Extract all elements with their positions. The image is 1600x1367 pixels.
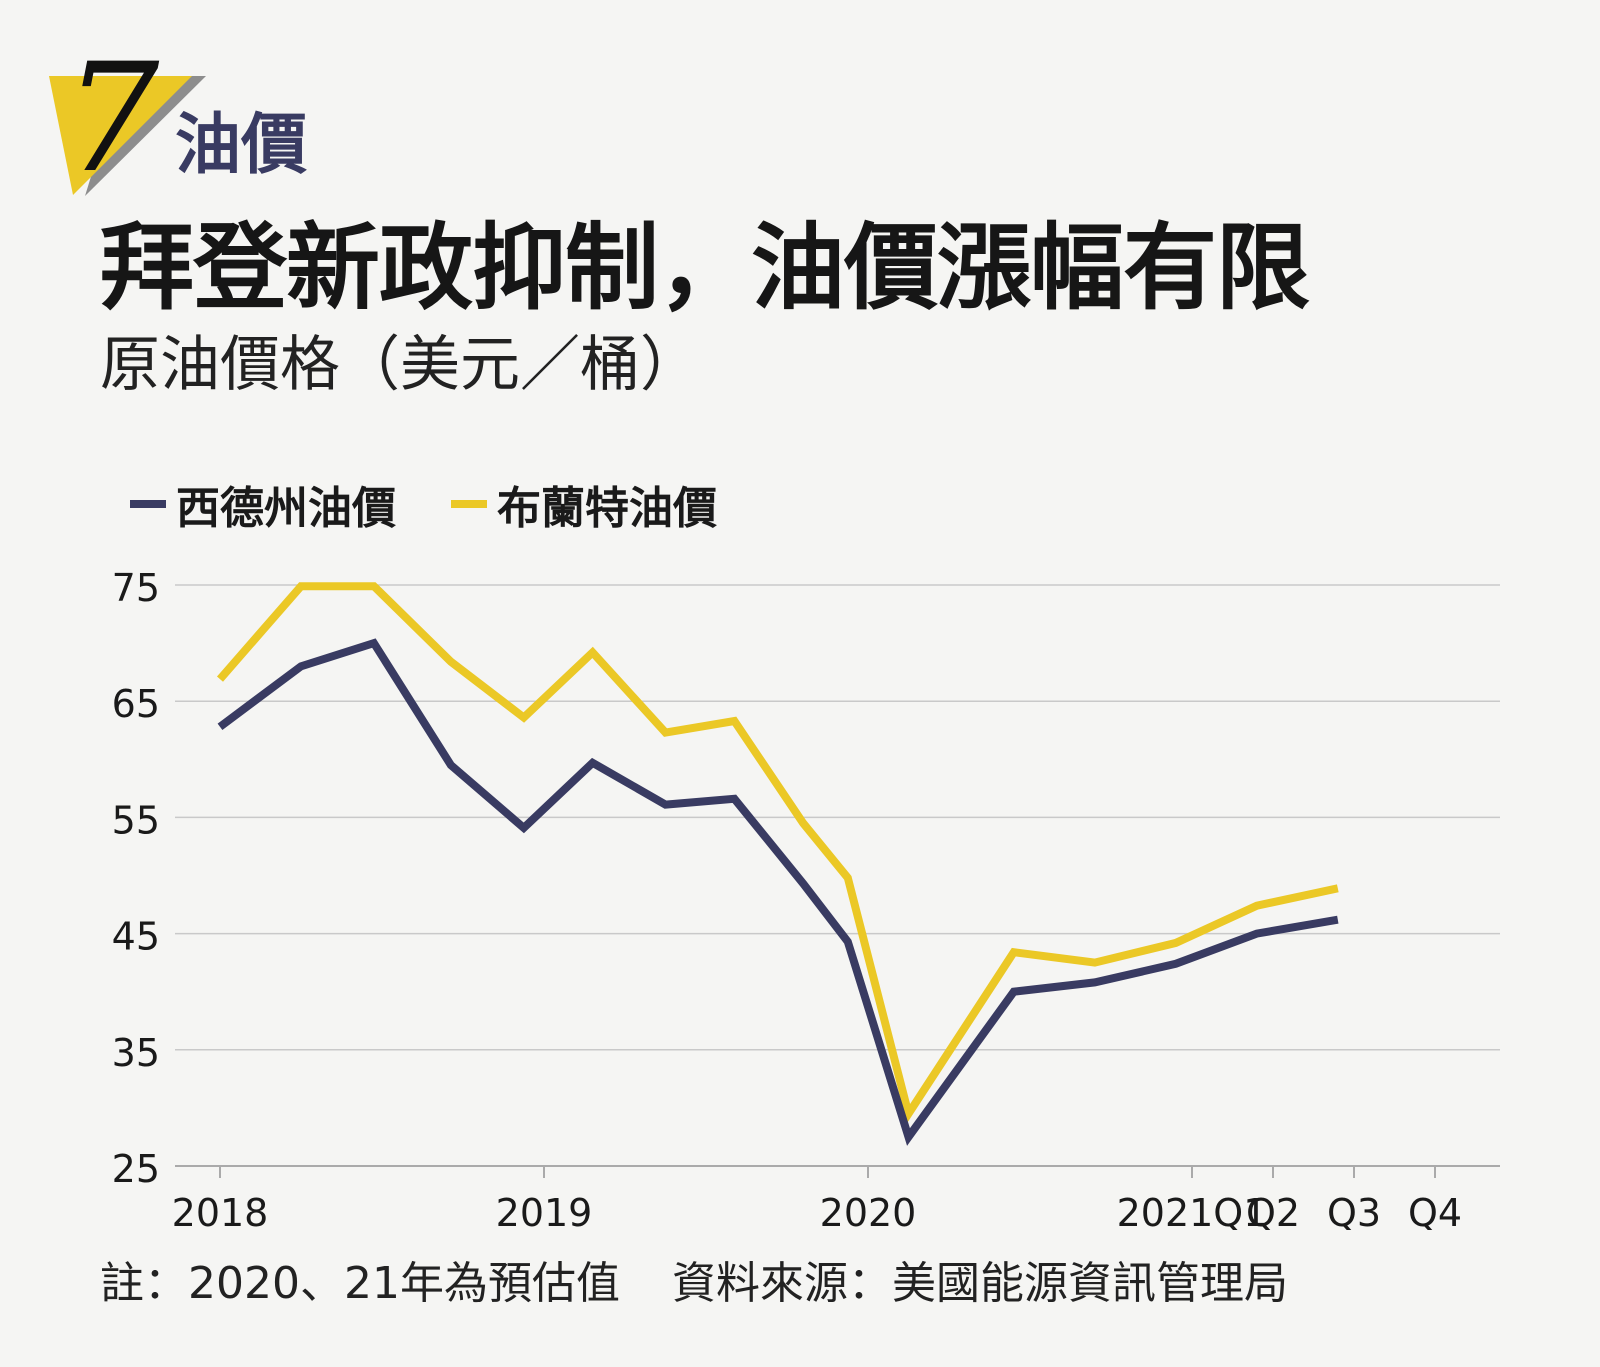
- y-tick-label-75: 75: [112, 566, 160, 610]
- legend-label-brent: 布蘭特油價: [497, 483, 717, 534]
- section-number-badge: 7: [49, 32, 206, 206]
- y-tick-label-25: 25: [112, 1147, 160, 1191]
- x-tick-label-Q2: Q2: [1246, 1191, 1300, 1230]
- y-axis: 25 35 45 55 65 75: [112, 566, 160, 1191]
- y-tick-label-65: 65: [112, 682, 160, 726]
- x-tick-label-Q3: Q3: [1327, 1191, 1381, 1230]
- legend-swatch-brent: [451, 500, 487, 508]
- section-label: 油價: [175, 106, 307, 183]
- y-tick-label-55: 55: [112, 798, 160, 842]
- series-line-1: [216, 582, 1339, 1124]
- badge-triangle: [49, 76, 192, 195]
- legend-item-brent: 布蘭特油價: [451, 472, 717, 536]
- y-tick-label-45: 45: [112, 915, 160, 959]
- chart-subtitle: 原油價格（美元／桶）: [100, 330, 700, 400]
- x-tick-label-2018: 2018: [172, 1191, 269, 1230]
- series-line-0: [217, 638, 1339, 1146]
- x-tick-label-Q4: Q4: [1408, 1191, 1462, 1230]
- headline: 拜登新政抑制，油價漲幅有限: [100, 214, 1310, 323]
- x-tick-label-2020: 2020: [820, 1191, 917, 1230]
- footnote: 註：2020、21年為預估值 資料來源：美國能源資訊管理局: [100, 1262, 1288, 1306]
- legend-label-wti: 西德州油價: [176, 483, 396, 534]
- legend-swatch-wti: [130, 500, 166, 508]
- footnote-source: 資料來源：美國能源資訊管理局: [671, 1258, 1288, 1309]
- section-number: 7: [64, 32, 160, 206]
- legend-item-wti: 西德州油價: [130, 472, 396, 536]
- chart-legend: 西德州油價 布蘭特油價: [130, 472, 772, 536]
- footnote-note: 註：2020、21年為預估值: [100, 1258, 620, 1309]
- x-tick-label-2019: 2019: [496, 1191, 593, 1230]
- y-tick-label-35: 35: [112, 1031, 160, 1075]
- chart-grid: [175, 584, 1500, 1167]
- chart-series: [216, 582, 1339, 1146]
- x-tick-label-2021Q1: 2021Q1: [1117, 1191, 1268, 1230]
